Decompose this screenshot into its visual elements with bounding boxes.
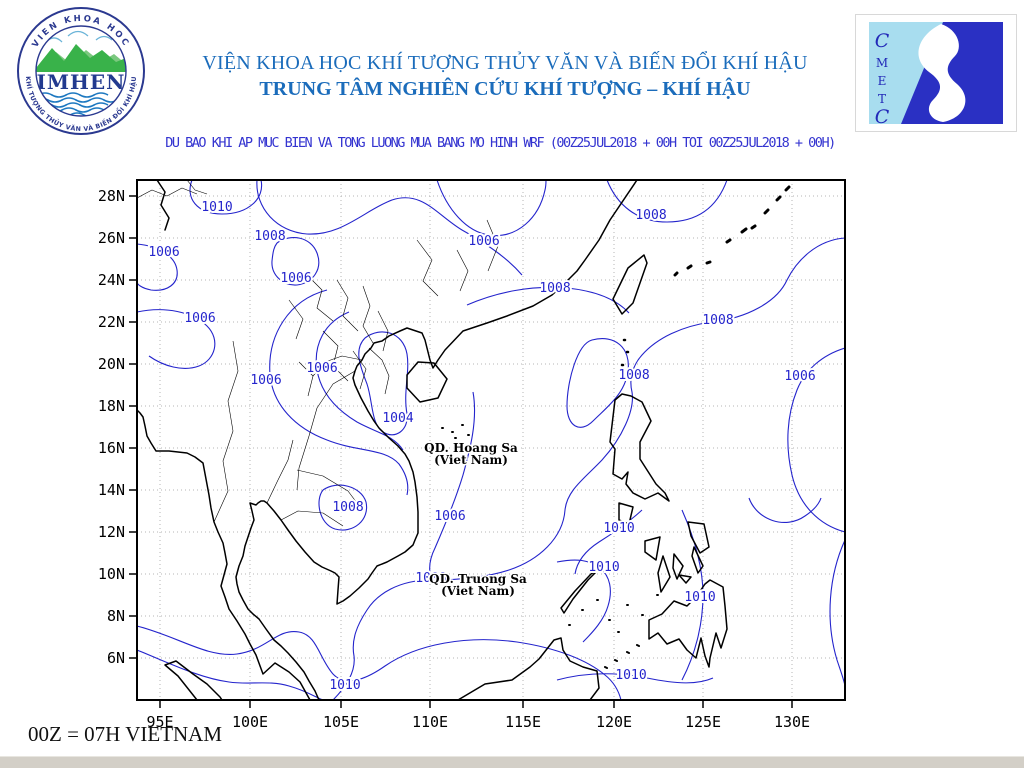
isobar-label: 1006 [148,245,179,260]
cmetc-logo: C M E T C [855,14,1017,132]
mountains-front-icon [36,44,126,72]
truong-sa-islands [568,594,659,633]
isobar-label: 1006 [434,509,465,524]
sulu-islands [604,644,640,669]
isobar-label: 1008 [332,500,363,515]
map-frame [136,179,846,701]
isobar-label: 1006 [784,369,815,384]
map-labels: 1010 1008 1006 1006 1006 1008 1008 1008 1006 1006… [146,198,817,695]
sea-level-pressure-map: 1010 1008 1006 1006 1006 1008 1008 1008 1006 1006… [98,179,846,731]
lat-tick-label: 10N [98,565,125,583]
isobar-label: 1008 [635,208,666,223]
isobar-label: 1006 [280,271,311,286]
admin-borders [137,180,499,527]
map-axes: 28N 26N 24N 22N 20N 18N 16N 14N 12N 10N 8N 6N 95E 100… [98,187,810,731]
grid-lines [137,180,845,700]
island-annotation: (Viet Nam) [434,453,508,467]
lat-tick-label: 16N [98,439,125,457]
cmetc-s-curve-icon [918,24,966,122]
lon-tick-label: 95E [146,713,173,731]
coastlines [137,180,791,700]
lat-tick-label: 26N [98,229,125,247]
map-title: DU BAO KHI AP MUC BIEN VA TONG LUONG MUA… [165,135,836,151]
ryukyu-islands [673,185,791,277]
imhen-logo: IMHEN VIEN KHOA HOC KHÍ TƯỢNG THỦY VĂN V… [17,7,145,135]
cmetc-letter-m: M [876,56,888,70]
isobar-label: 1010 [329,678,360,693]
batanes-islands [620,338,630,367]
imhen-acronym: IMHEN [37,70,126,94]
isobar-label: 1008 [415,571,446,586]
imhen-logo-emblem: IMHEN [36,26,126,116]
lon-tick-label: 125E [685,713,721,731]
isobar-label: 1004 [382,411,413,426]
isobar-label: 1008 [254,229,285,244]
lat-tick-label: 6N [107,649,125,667]
cmetc-blue-field [901,22,1003,124]
island-annotation: QD. Truong Sa [429,572,527,586]
isobar-label: 1006 [250,373,281,388]
isobar-label: 1008 [539,281,570,296]
lat-tick-label: 22N [98,313,125,331]
island-annotation: (Viet Nam) [441,584,515,598]
cmetc-letter-c1: C [875,30,890,52]
map-container: 1010 1008 1006 1006 1006 1008 1008 1008 1006 1006… [85,158,857,745]
lon-tick-label: 130E [774,713,810,731]
org-title-line1: VIỆN KHOA HỌC KHÍ TƯỢNG THỦY VĂN VÀ BIẾN… [202,52,808,74]
lon-tick-label: 110E [412,713,448,731]
isobar-label: 1006 [184,311,215,326]
lat-tick-label: 20N [98,355,125,373]
hoang-sa-islands [441,424,470,439]
isobar-label: 1008 [702,313,733,328]
isobar-label: 1010 [684,590,715,605]
isobar-label: 1006 [468,234,499,249]
lat-tick-label: 28N [98,187,125,205]
island-annotation: QD. Hoang Sa [424,441,518,455]
timezone-note: 00Z = 07H VIETNAM [28,722,223,746]
lat-tick-label: 12N [98,523,125,541]
lat-tick-label: 8N [107,607,125,625]
lat-tick-label: 14N [98,481,125,499]
lon-tick-label: 115E [505,713,541,731]
cmetc-letter-e: E [878,74,887,88]
imhen-logo-inner-ring [35,25,127,117]
isobar-contours [137,180,845,700]
bottom-bar [0,756,1024,768]
isobar-label: 1010 [201,200,232,215]
lon-tick-label: 120E [596,713,632,731]
isobar-label: 1006 [306,361,337,376]
cmetc-letters: C M E T C [875,30,890,128]
isobar-label: 1010 [615,668,646,683]
lat-tick-label: 18N [98,397,125,415]
lon-tick-label: 105E [323,713,359,731]
cmetc-letter-c2: C [875,106,890,128]
org-title-line2: TRUNG TÂM NGHIÊN CỨU KHÍ TƯỢNG – KHÍ HẬU [259,78,751,100]
isobar-label: 1010 [588,560,619,575]
lat-tick-label: 24N [98,271,125,289]
cmetc-letter-t: T [878,92,886,106]
lon-tick-label: 100E [232,713,268,731]
isobar-label: 1010 [603,521,634,536]
isobar-label: 1008 [618,368,649,383]
